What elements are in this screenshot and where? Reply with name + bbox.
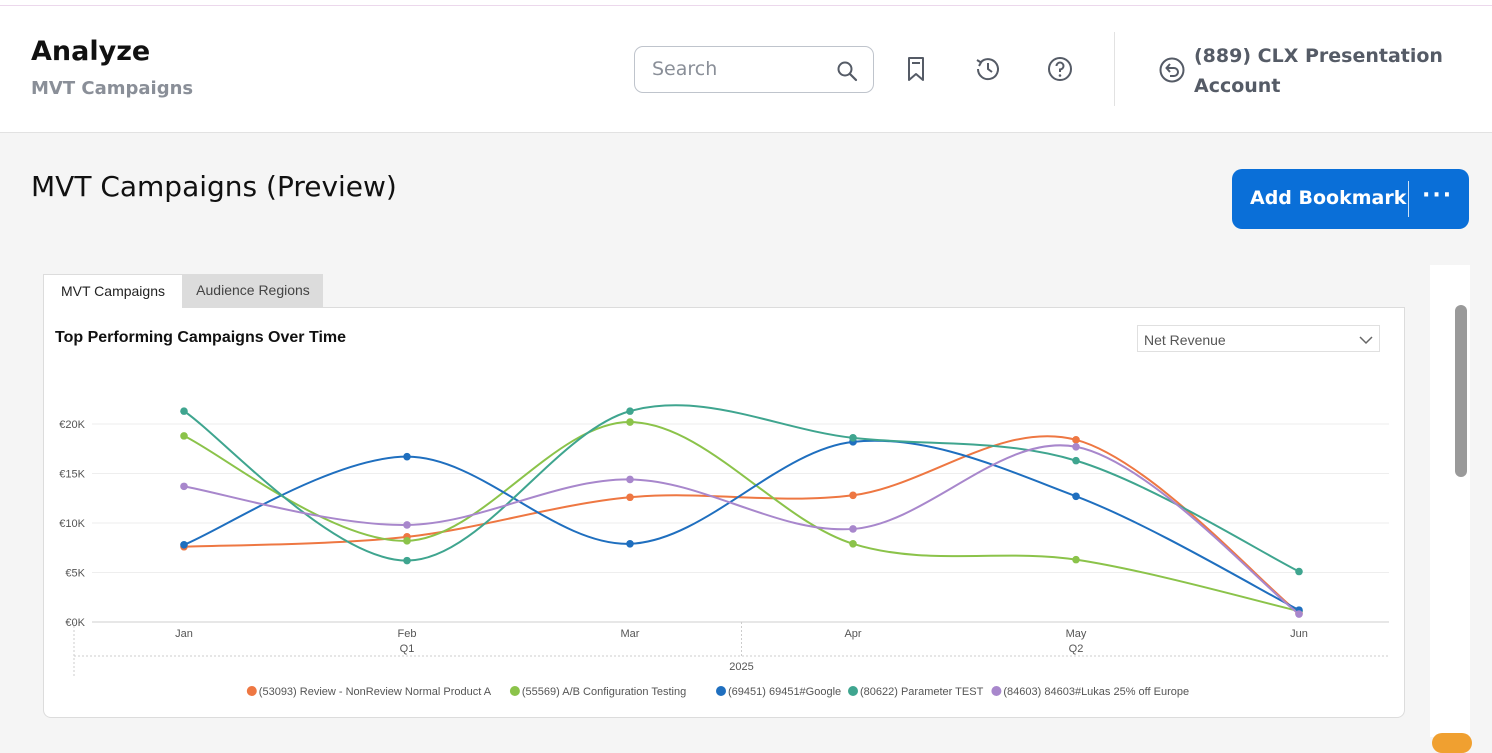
series-line-3	[183, 439, 1300, 612]
y-tick-label: €10K	[59, 518, 85, 530]
page-title: MVT Campaigns (Preview)	[31, 170, 397, 203]
data-point	[1072, 442, 1080, 451]
data-point	[1072, 555, 1080, 564]
chat-widget-button[interactable]	[1432, 733, 1472, 753]
legend-label-4: (80622) Parameter TEST	[860, 686, 984, 698]
y-tick-label: €0K	[65, 617, 85, 629]
data-point	[626, 418, 634, 426]
back-arrow-icon[interactable]	[1158, 56, 1186, 84]
search-placeholder: Search	[652, 58, 718, 80]
data-point	[1295, 610, 1303, 618]
data-point	[1295, 567, 1303, 576]
help-icon[interactable]	[1045, 54, 1075, 84]
series-line-5	[183, 444, 1300, 615]
x-tick-label: Mar	[621, 628, 640, 640]
x-tick-label: Jan	[175, 628, 193, 640]
data-point	[180, 482, 188, 491]
y-tick-label: €20K	[59, 419, 85, 431]
add-bookmark-label: Add Bookmark	[1250, 187, 1407, 209]
header-divider	[1114, 32, 1115, 106]
quarter-label: Q1	[400, 643, 415, 655]
legend-swatch-4	[848, 686, 858, 696]
data-point	[180, 407, 188, 415]
tab-audience-regions[interactable]: Audience Regions	[183, 274, 323, 308]
data-point	[849, 434, 857, 442]
data-point	[626, 475, 634, 484]
legend-label-5: (84603) 84603#Lukas 25% off Europe	[1003, 686, 1189, 698]
year-label: 2025	[729, 661, 753, 673]
legend-label-3: (69451) 69451#Google	[728, 686, 841, 698]
account-name[interactable]: (889) CLX Presentation Account	[1194, 45, 1443, 97]
data-point	[180, 540, 188, 549]
chart-panel: Top Performing Campaigns Over Time Net R…	[43, 307, 1405, 718]
data-point	[1072, 492, 1080, 501]
data-point	[1072, 456, 1080, 465]
button-divider	[1408, 181, 1409, 217]
y-tick-label: €15K	[59, 469, 85, 481]
bookmark-icon[interactable]	[901, 54, 931, 84]
data-point	[849, 491, 857, 500]
series-line-4	[183, 404, 1300, 573]
history-icon[interactable]	[973, 54, 1003, 84]
data-point	[403, 537, 411, 545]
app-subtitle: MVT Campaigns	[31, 78, 194, 99]
data-point	[849, 525, 857, 533]
data-point	[626, 493, 634, 502]
x-tick-label: Jun	[1290, 628, 1308, 640]
search-icon[interactable]	[835, 59, 859, 83]
quarter-label: Q2	[1069, 643, 1084, 655]
data-point	[626, 539, 634, 548]
x-tick-label: Apr	[844, 628, 861, 640]
legend-label-1: (53093) Review - NonReview Normal Produc…	[259, 686, 492, 698]
data-point	[180, 432, 188, 440]
series-line-1	[183, 435, 1300, 614]
data-point	[849, 539, 857, 548]
app-header: Analyze MVT Campaigns Search (889) CLX P…	[0, 6, 1492, 133]
legend-label-2: (55569) A/B Configuration Testing	[522, 686, 686, 698]
data-point	[626, 407, 634, 415]
add-bookmark-button[interactable]: Add Bookmark ···	[1232, 169, 1469, 229]
legend-swatch-3	[716, 686, 726, 696]
x-tick-label: Feb	[398, 628, 417, 640]
tab-mvt-campaigns[interactable]: MVT Campaigns	[43, 274, 183, 308]
chevron-down-icon	[1359, 336, 1373, 345]
data-point	[1072, 436, 1080, 444]
legend-swatch-2	[509, 686, 520, 696]
line-chart: €0K €5K €10K €15K €20K Jan Feb Mar Apr May Jun Q1 Q2…	[59, 404, 1389, 698]
legend-swatch-5	[991, 686, 1002, 696]
y-tick-label: €5K	[65, 568, 85, 580]
data-point	[403, 521, 411, 529]
metric-select[interactable]: Net Revenue	[1137, 325, 1380, 352]
series-line-2	[183, 421, 1300, 613]
scrollbar-thumb[interactable]	[1455, 305, 1467, 477]
top-border	[0, 0, 1492, 6]
x-tick-label: May	[1066, 628, 1087, 640]
metric-select-value: Net Revenue	[1144, 332, 1226, 348]
chart-title: Top Performing Campaigns Over Time	[55, 329, 347, 346]
app-title: Analyze	[31, 36, 151, 67]
data-point	[403, 452, 411, 461]
legend-swatch-1	[246, 686, 257, 696]
data-point	[403, 556, 411, 565]
more-options-button[interactable]: ···	[1422, 183, 1454, 208]
search-input[interactable]: Search	[634, 46, 874, 93]
